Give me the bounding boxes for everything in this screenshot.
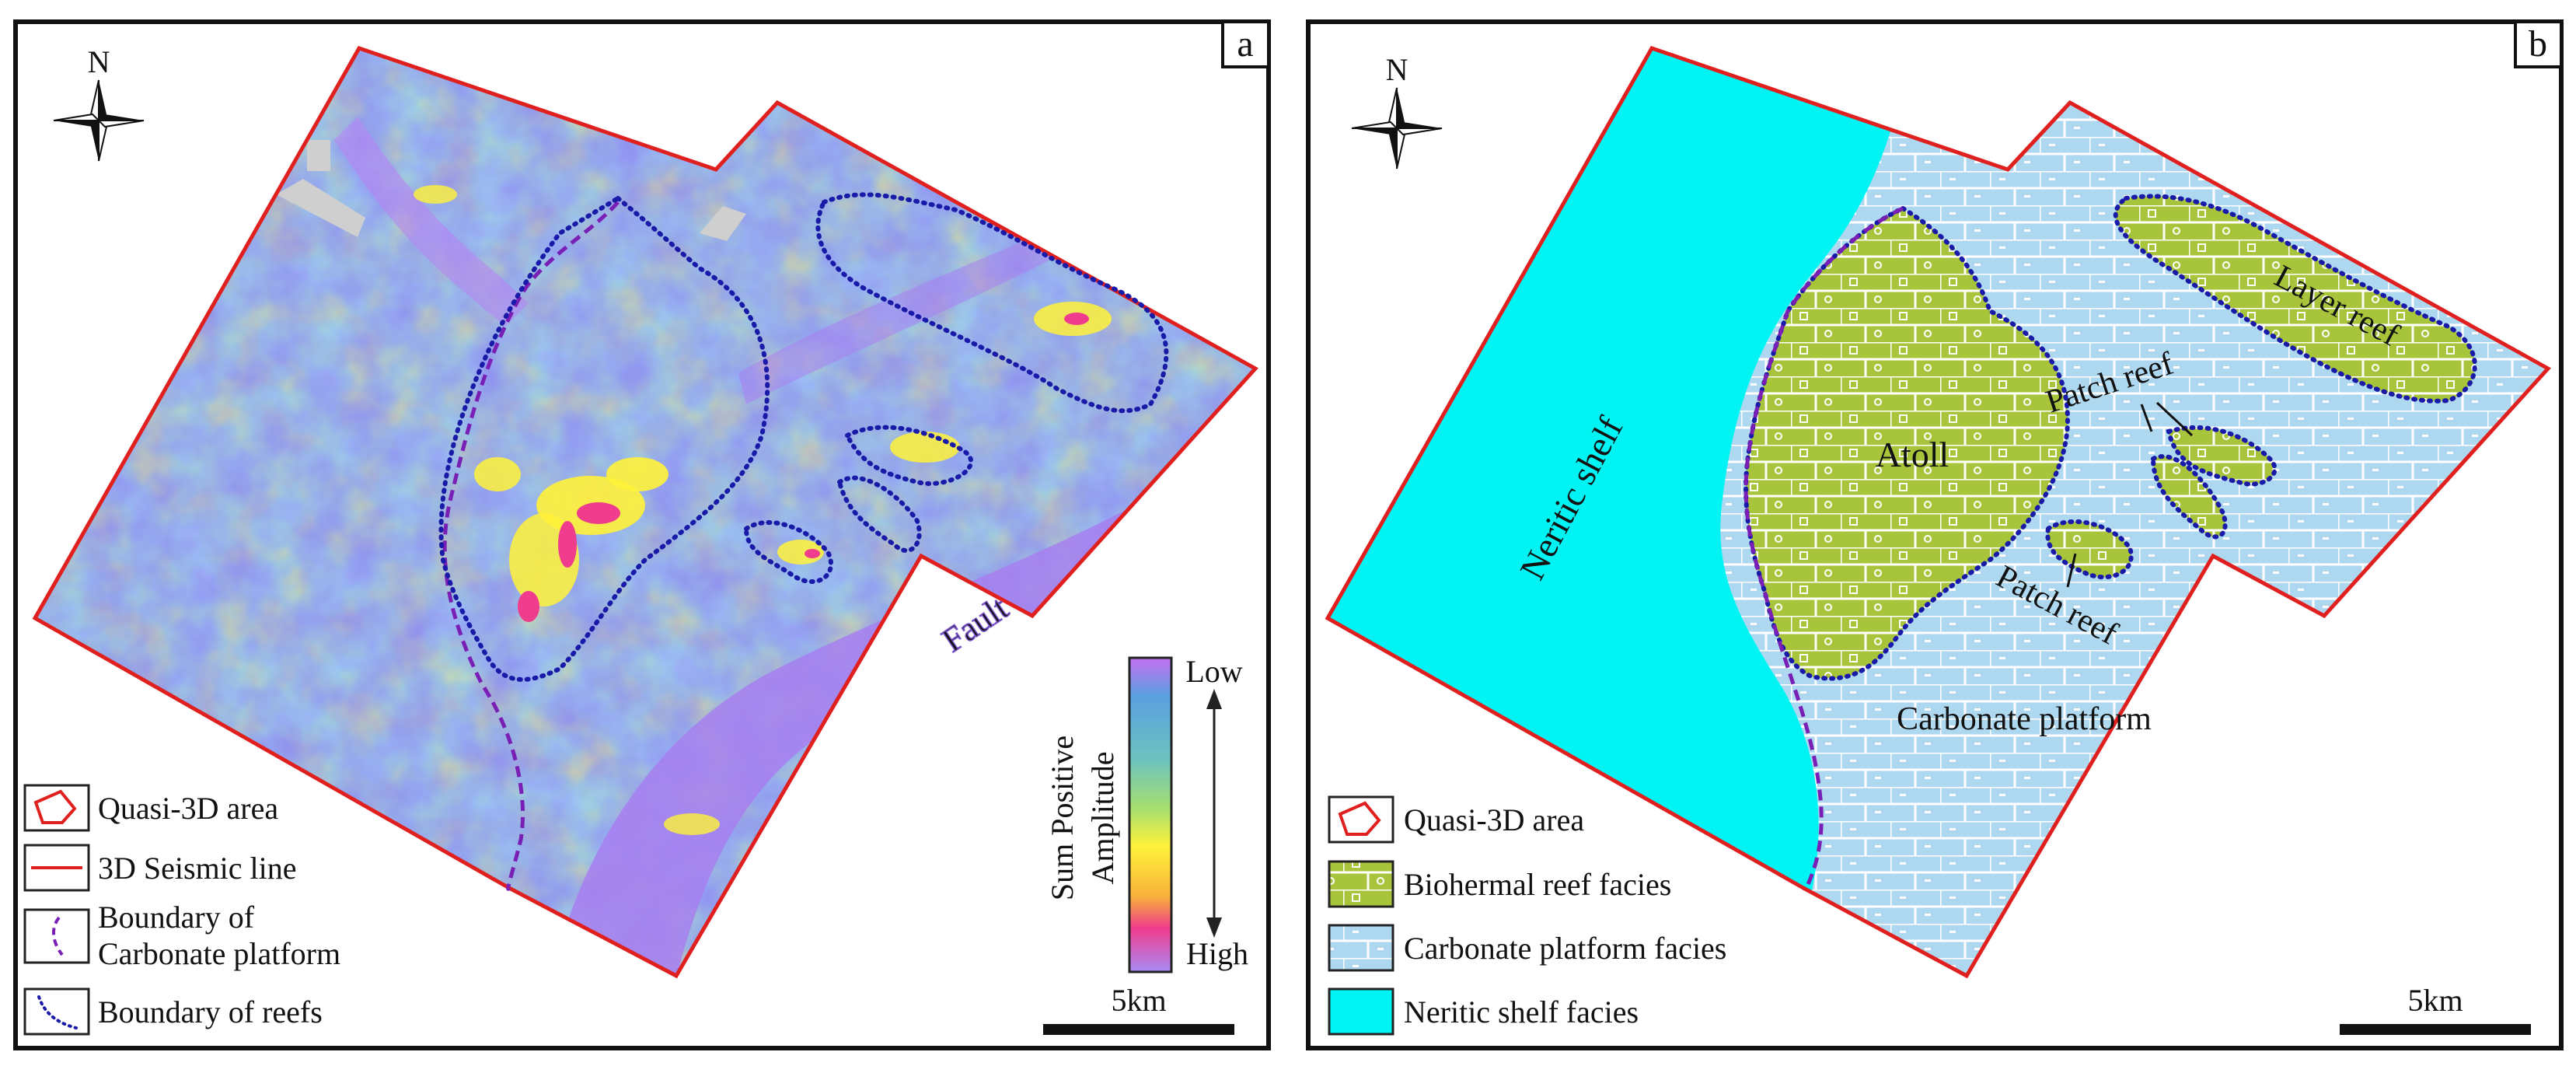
legend-b-item-4: Neritic shelf facies xyxy=(1404,994,1639,1029)
north-arrow-icon: N xyxy=(1351,52,1443,170)
legend-b-item-2: Biohermal reef facies xyxy=(1404,867,1671,902)
pointer-line xyxy=(2066,553,2077,588)
carbonate-swatch xyxy=(1328,924,1394,972)
patch-reef-region-3 xyxy=(2045,519,2134,580)
panel-b: Neritic shelf Atoll Patch reef Patch ree… xyxy=(1306,19,2564,1050)
quasi-3d-area-outline-b xyxy=(1325,45,2551,979)
panel-b-label-box xyxy=(2514,20,2563,68)
legend-a-item-4: Boundary of reefs xyxy=(98,994,323,1029)
quasi-3d-polygon-icon xyxy=(1338,801,1381,836)
amplitude-colorbar: Low High Sum Positive Amplitude xyxy=(1045,654,1248,973)
north-label: N xyxy=(88,44,110,79)
patch-reef-region-1 xyxy=(2166,425,2278,487)
panel-b-label: b xyxy=(2529,23,2547,65)
quasi-3d-polygon-icon xyxy=(33,789,77,824)
panel-a-label: a xyxy=(1237,23,1253,65)
reef-boundary-icon xyxy=(37,995,78,1029)
pointer-line xyxy=(2140,404,2153,432)
neritic-swatch xyxy=(1328,987,1394,1036)
no-data-patch xyxy=(700,206,746,241)
up-arrow-icon xyxy=(1206,689,1222,709)
platform-boundary-icon xyxy=(52,916,64,956)
layer-reef-boundary xyxy=(815,192,1169,414)
panel-b-legend: Quasi-3D area Biohermal reef facies Carb… xyxy=(1328,795,1726,1036)
colorbar-title-1: Sum Positive xyxy=(1045,736,1080,900)
carbonate-platform-label: Carbonate platform xyxy=(1897,701,2152,737)
atoll-region xyxy=(1744,205,2071,681)
high-amplitude-spots xyxy=(414,185,1112,835)
north-label-b: N xyxy=(1386,52,1408,87)
colorbar-title-2: Amplitude xyxy=(1085,751,1120,884)
quasi-3d-area-outline xyxy=(32,45,1258,979)
main-reef-boundary xyxy=(438,195,770,682)
atoll-label: Atoll xyxy=(1876,435,1949,474)
down-arrow-icon xyxy=(1206,917,1222,938)
colorbar-high-label: High xyxy=(1186,936,1248,971)
panel-a-legend: Quasi-3D area 3D Seismic line Boundary o… xyxy=(23,784,340,1036)
panel-a-scale-bar: 5km xyxy=(1043,983,1234,1035)
colorbar-ramp xyxy=(1128,656,1173,973)
carbonate-platform-boundary xyxy=(442,201,620,891)
legend-b-item-1: Quasi-3D area xyxy=(1404,802,1584,837)
legend-a-item-2: 3D Seismic line xyxy=(98,851,297,886)
patch-reef-boundary-2 xyxy=(836,475,922,553)
pointer-line xyxy=(2155,401,2194,437)
legend-a-item-3a: Boundary of xyxy=(98,900,255,935)
platform-boundary-b xyxy=(1744,206,1904,896)
legend-a-item-1: Quasi-3D area xyxy=(98,791,278,826)
panel-a-label-box xyxy=(1221,20,1270,68)
reef-boundaries xyxy=(438,192,1169,682)
north-arrow-icon: N xyxy=(53,44,145,162)
biohermal-swatch xyxy=(1328,860,1394,908)
no-data-patch xyxy=(276,179,365,237)
colorbar-low-label: Low xyxy=(1185,654,1242,689)
patch-reef-boundary-1 xyxy=(843,425,973,486)
legend-b-item-3: Carbonate platform facies xyxy=(1404,931,1726,966)
patch-reef-region-2 xyxy=(2150,454,2228,540)
patch-reef-boundary-3 xyxy=(743,520,833,585)
scale-a-label: 5km xyxy=(1111,983,1166,1018)
legend-a-item-3b: Carbonate platform xyxy=(98,936,340,971)
panel-a: Fault a N xyxy=(13,19,1271,1050)
layer-reef-region xyxy=(2113,194,2477,404)
no-data-patch xyxy=(307,140,330,171)
scale-b-label: 5km xyxy=(2407,983,2463,1018)
panel-b-scale-bar: 5km xyxy=(2340,983,2531,1035)
